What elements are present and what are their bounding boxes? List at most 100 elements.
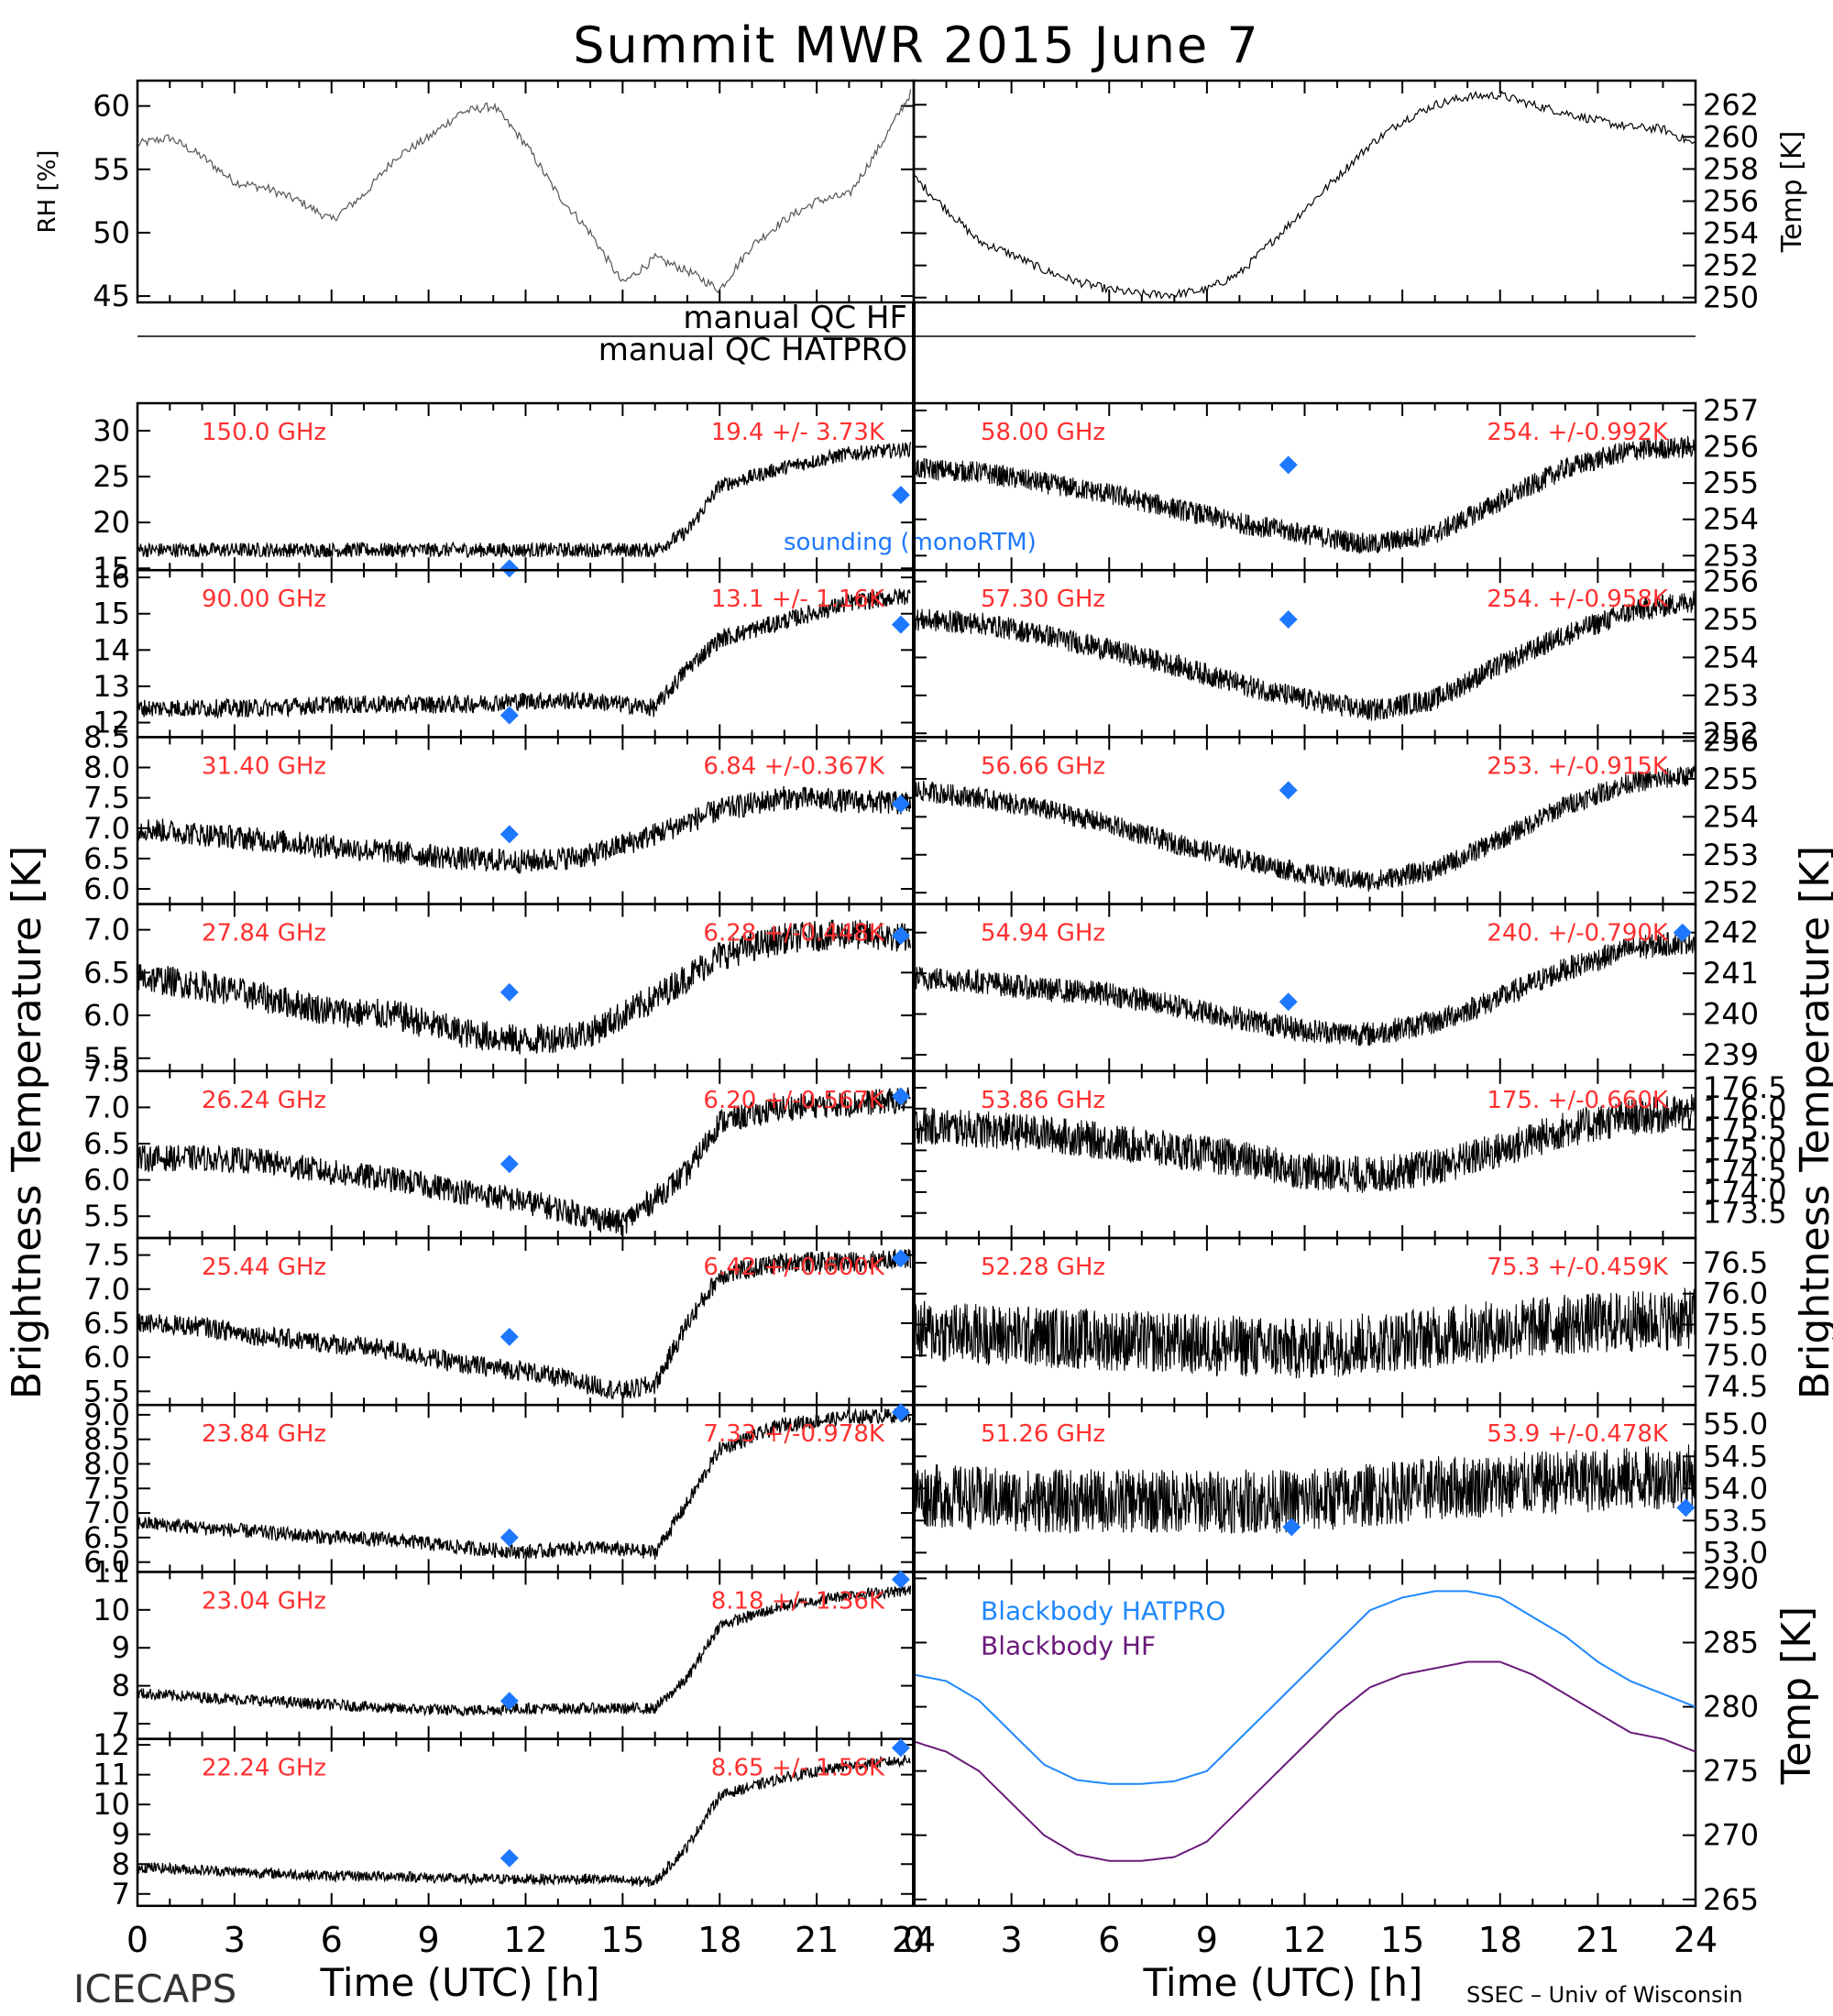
left-panel-ytick-label: 15 [93,597,130,631]
left-panel-ytick-label: 6.5 [83,841,130,876]
blackbody-ytick-label: 285 [1703,1625,1759,1660]
left-panel-ytick-label: 8.5 [83,719,130,754]
right-panel-ytick-label: 173.5 [1703,1196,1787,1231]
left-panel-ytick-label: 20 [93,505,130,540]
sounding-marker [1279,610,1298,630]
right-panel-3: 239 240 241 242 54.94 GHz 240. +/-0.790K [912,903,1759,1073]
sounding-marker [1279,455,1298,475]
temp-ytick-label: 258 [1703,151,1759,186]
left-panel-series-line [137,785,912,874]
right-panel-ytick-label: 54.0 [1703,1471,1768,1506]
left-panel-stat: 6.28 +/-0.448K [703,920,885,948]
left-panel-ytick-label: 9 [112,1817,130,1852]
left-panel-series-line [137,1584,912,1717]
rh-ytick-label: 45 [93,279,130,313]
temp-series-line [913,90,1696,300]
right-panel-series-line [913,930,1696,1046]
left-panel-ytick-label: 7.0 [83,1496,130,1530]
right-xtick-label: 21 [1575,1920,1619,1960]
blackbody-panel: 265 270 275 280 285 290 Blackbody HATPRO Blackb… [912,1561,1759,1917]
left-panel-ytick-label: 16 [93,560,130,595]
rh-series-line [137,89,912,294]
right-panel-stat: 53.9 +/-0.478K [1487,1420,1669,1448]
right-panel-ytick-label: 255 [1703,602,1759,637]
right-panel-freq: 54.94 GHz [981,920,1105,948]
left-panel-ytick-label: 6.0 [83,1545,130,1580]
right-panel-stat: 254. +/-0.958K [1487,586,1669,613]
sounding-marker [891,486,910,505]
left-xtick-label: 12 [503,1920,547,1960]
left-panel-ytick-label: 12 [93,1727,130,1762]
sounding-marker [891,1570,910,1589]
rh-axis-label: RH [%] [34,150,61,234]
left-xtick-label: 24 [892,1920,936,1960]
left-panel-stat: 8.18 +/- 1.36K [711,1587,885,1615]
bb-temp-axis-label: Temp [K] [1773,1606,1820,1785]
left-panel-ytick-label: 8.0 [83,751,130,785]
sounding-marker [891,1087,910,1106]
left-panel-freq: 22.24 GHz [202,1755,326,1782]
right-panel-stat: 254. +/-0.992K [1487,419,1669,446]
right-panel-ytick-label: 242 [1703,915,1759,950]
temp-ytick-label: 262 [1703,87,1759,122]
left-panel-3: 5.5 6.0 6.5 7.0 27.84 GHz 6.28 +/-0.448K [83,903,916,1076]
right-panel-freq: 58.00 GHz [981,419,1105,446]
left-xtick-label: 18 [697,1920,741,1960]
left-panel-ytick-label: 9.0 [83,1397,130,1432]
left-panel-series-line [137,1087,912,1236]
sounding-marker [1279,781,1298,800]
sounding-marker [499,706,519,725]
blackbody-ytick-label: 265 [1703,1882,1759,1917]
right-panel-ytick-label: 256 [1703,724,1759,759]
qc-area: manual QC HF manual QC HATPRO [137,300,1696,368]
bb-hatpro-legend: Blackbody HATPRO [981,1595,1225,1626]
left-panel-2: 6.06.57.07.58.08.5 31.40 GHz 6.84 +/-0.367… [83,719,916,906]
blackbody-ytick-label: 280 [1703,1690,1759,1725]
right-panel-ytick-label: 74.5 [1703,1369,1768,1404]
right-panel-ytick-label: 257 [1703,393,1759,428]
right-panel-5: 74.575.075.576.076.5 52.28 GHz 75.3 +/-0.4… [912,1236,1768,1407]
sounding-marker [499,559,519,578]
right-panel-ytick-label: 239 [1703,1037,1759,1072]
left-panel-ytick-label: 8.5 [83,1422,130,1457]
right-panel-ytick-label: 53.5 [1703,1503,1768,1538]
right-panel-freq: 51.26 GHz [981,1420,1105,1448]
left-panel-freq: 90.00 GHz [202,586,326,613]
bb-hf-legend: Blackbody HF [981,1630,1156,1660]
qc-hf-label: manual QC HF [683,300,907,336]
right-panel-ytick-label: 254 [1703,502,1759,537]
left-panel-freq: 23.84 GHz [202,1420,326,1448]
left-panel-ytick-label: 7 [112,1706,130,1741]
sounding-marker [1282,1517,1301,1537]
right-xlabel: Time (UTC) [h] [1143,1960,1423,2005]
right-panel-stat: 175. +/-0.660K [1487,1087,1669,1114]
left-panel-series-line [137,1408,912,1561]
left-xtick-label: 0 [126,1920,148,1960]
right-panel-ytick-label: 254 [1703,640,1759,674]
left-panel-ytick-label: 6.5 [83,1306,130,1341]
left-panel-ytick-label: 8 [112,1669,130,1704]
left-panel-ytick-label: 6.5 [83,955,130,990]
right-panel-ytick-label: 176.5 [1703,1070,1787,1105]
sounding-marker [499,1848,519,1868]
temp-ytick-label: 250 [1703,280,1759,315]
right-panel-ytick-label: 252 [1703,716,1759,751]
right-panel-freq: 56.66 GHz [981,752,1105,780]
sounding-marker [891,1403,910,1422]
left-panel-ytick-label: 10 [93,1593,130,1627]
left-xlabel: Time (UTC) [h] [320,1960,600,2005]
right-bt-axis-label: Brightness Temperature [K] [1792,846,1833,1399]
right-panel-ytick-label: 252 [1703,875,1759,910]
left-panel-ytick-label: 7.5 [83,781,130,816]
rh-panel-frame [136,79,916,304]
right-panel-ytick-label: 174.0 [1703,1175,1787,1210]
left-panel-ytick-label: 15 [93,551,130,586]
right-panel-6: 53.053.554.054.555.0 51.26 GHz 53.9 +/-0.4… [912,1403,1768,1573]
left-panel-ytick-label: 14 [93,632,130,667]
left-xtick-label: 6 [321,1920,343,1960]
left-panel-0: 15 20 25 30 150.0 GHz 19.4 +/- 3.73K [93,401,916,586]
footer-icecaps: ICECAPS [73,1967,236,2011]
